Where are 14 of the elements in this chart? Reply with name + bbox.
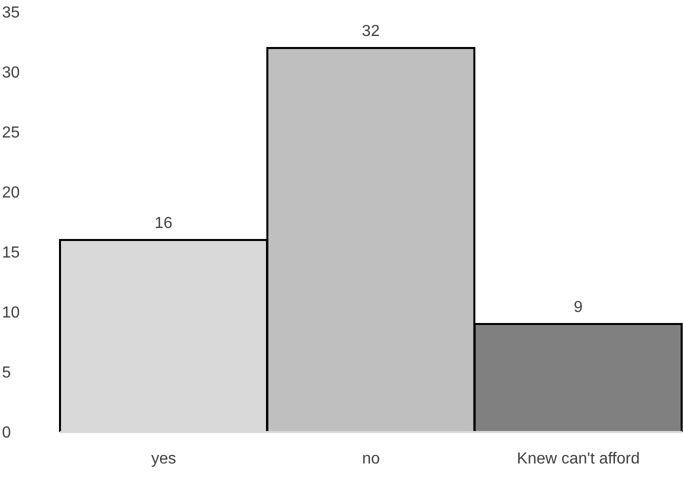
y-tick-label: 15 [2, 244, 20, 262]
data-label: 9 [574, 299, 583, 316]
y-tick-label: 20 [2, 184, 20, 202]
y-tick-label: 30 [2, 64, 20, 82]
y-tick-label: 0 [2, 424, 11, 442]
data-label: 16 [154, 215, 172, 232]
y-tick-label: 5 [2, 364, 11, 382]
y-tick-label: 25 [2, 124, 20, 142]
y-tick-label: 35 [2, 4, 20, 22]
x-tick-label: no [362, 450, 380, 468]
x-tick-label: yes [151, 450, 176, 468]
y-tick-label: 10 [2, 304, 20, 322]
data-label: 32 [362, 23, 380, 40]
x-tick-label: Knew can't afford [516, 450, 640, 468]
